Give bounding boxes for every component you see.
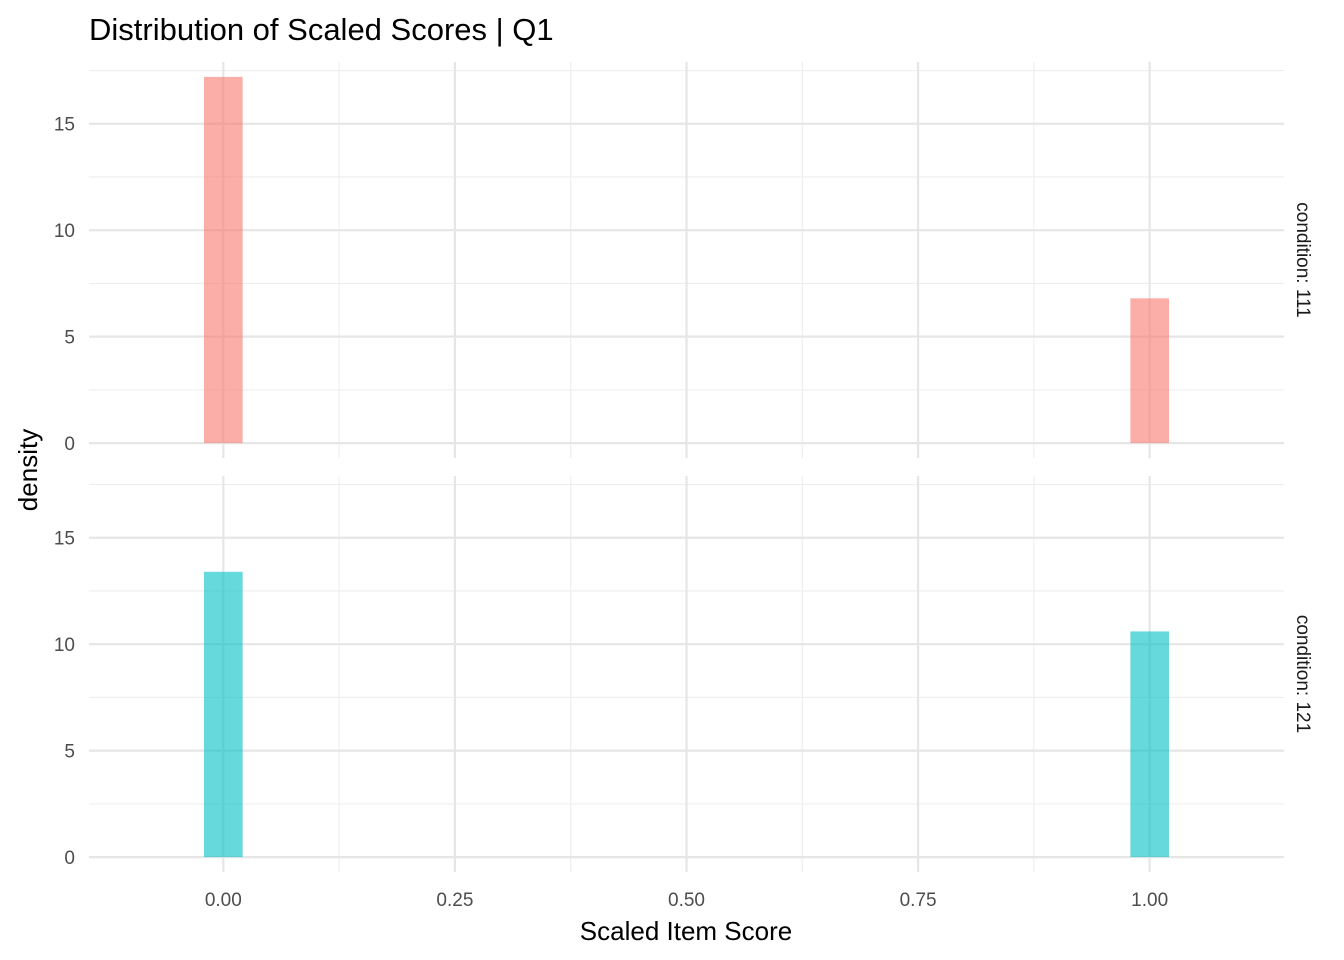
facet-strip-label: condition: 121 [1292,615,1313,733]
y-tick-label: 0 [64,848,75,869]
y-tick-label: 10 [54,635,75,656]
histogram-bar [204,571,243,858]
x-tick-label: 0.25 [436,890,473,911]
histogram-bar [204,76,243,444]
chart-title: Distribution of Scaled Scores | Q1 [89,12,554,47]
panel-2: 0 5 10 15 condition: 121 [54,476,1313,872]
y-tick-label: 15 [54,115,75,136]
panel-1: 0 5 10 15 condition: 111 [54,62,1313,458]
x-axis-title: Scaled Item Score [580,916,792,946]
y-tick-label: 5 [64,742,75,763]
x-axis-tick-labels: 0.00 0.25 0.50 0.75 1.00 [205,890,1168,911]
histogram-bar [1130,298,1169,444]
y-axis-title: density [13,429,43,511]
x-tick-label: 0.50 [668,890,705,911]
y-tick-label: 5 [64,328,75,349]
x-tick-label: 0.75 [900,890,937,911]
facet-strip-label: condition: 111 [1292,202,1313,318]
x-tick-label: 1.00 [1131,890,1168,911]
y-tick-label: 0 [64,434,75,455]
histogram-bar [1130,631,1169,858]
y-tick-label: 15 [54,529,75,550]
x-tick-label: 0.00 [205,890,242,911]
y-tick-label: 10 [54,221,75,242]
